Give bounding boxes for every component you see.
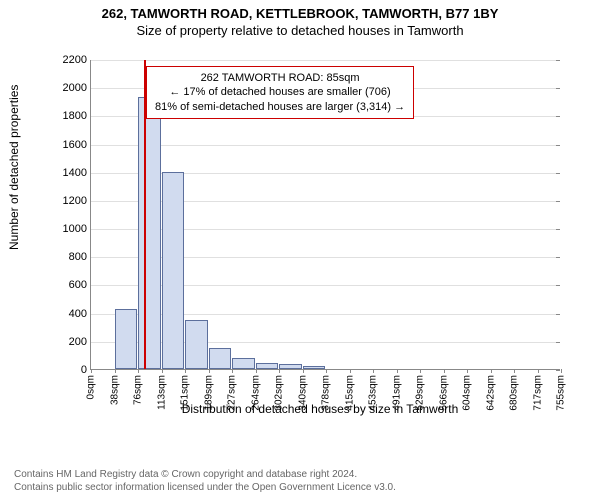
subtitle: Size of property relative to detached ho… [0,23,600,38]
x-tick-mark [514,369,515,373]
gridline [91,145,560,146]
y-tick-label: 2000 [63,82,87,94]
y-tick-label: 2200 [63,54,87,66]
x-tick-label: 76sqm [133,375,144,405]
y-tick-mark [556,60,560,61]
x-tick-mark [350,369,351,373]
callout-line3: 81% of semi-detached houses are larger (… [155,100,405,114]
x-tick-mark [256,369,257,373]
x-tick-mark [91,369,92,373]
histogram-bar [232,358,255,369]
y-tick-label: 800 [69,251,87,263]
footer-line2: Contains public sector information licen… [14,481,396,494]
y-tick-label: 1800 [63,110,87,122]
y-tick-label: 200 [69,336,87,348]
y-tick-mark [556,116,560,117]
x-tick-mark [232,369,233,373]
y-tick-mark [556,173,560,174]
x-tick-label: 38sqm [109,375,120,405]
histogram-bar [256,363,279,369]
x-tick-mark [444,369,445,373]
footer-attribution: Contains HM Land Registry data © Crown c… [14,468,396,494]
histogram-bar [138,97,161,369]
histogram-bar [162,172,185,369]
y-tick-mark [556,257,560,258]
chart-header: 262, TAMWORTH ROAD, KETTLEBROOK, TAMWORT… [0,0,600,38]
x-tick-mark [561,369,562,373]
x-tick-mark [420,369,421,373]
histogram-bar [303,366,326,369]
x-tick-mark [279,369,280,373]
histogram-bar [115,309,138,369]
y-tick-mark [556,201,560,202]
histogram-bar [279,364,302,369]
plot-region: 0200400600800100012001400160018002000220… [90,60,560,370]
y-tick-mark [556,314,560,315]
x-tick-label: 0sqm [86,375,97,399]
x-tick-mark [162,369,163,373]
x-tick-mark [397,369,398,373]
callout-line1: 262 TAMWORTH ROAD: 85sqm [155,71,405,85]
x-tick-mark [115,369,116,373]
x-tick-mark [373,369,374,373]
x-tick-mark [538,369,539,373]
y-tick-label: 1000 [63,223,87,235]
y-tick-mark [556,145,560,146]
y-axis-label: Number of detached properties [7,85,21,250]
y-tick-mark [556,342,560,343]
y-tick-label: 1200 [63,195,87,207]
callout-box: 262 TAMWORTH ROAD: 85sqm← 17% of detache… [146,66,414,119]
footer-line1: Contains HM Land Registry data © Crown c… [14,468,396,481]
histogram-bar [185,320,208,369]
callout-line2: ← 17% of detached houses are smaller (70… [155,85,405,99]
histogram-bar [209,348,232,369]
y-tick-mark [556,88,560,89]
x-tick-mark [209,369,210,373]
y-tick-label: 1400 [63,167,87,179]
y-tick-mark [556,229,560,230]
x-axis-label: Distribution of detached houses by size … [60,402,580,416]
gridline [91,60,560,61]
address-title: 262, TAMWORTH ROAD, KETTLEBROOK, TAMWORT… [0,6,600,21]
y-tick-label: 600 [69,279,87,291]
x-tick-mark [185,369,186,373]
x-tick-mark [303,369,304,373]
y-tick-mark [556,285,560,286]
x-tick-mark [326,369,327,373]
y-tick-label: 1600 [63,139,87,151]
y-tick-label: 400 [69,308,87,320]
x-tick-mark [467,369,468,373]
x-tick-mark [491,369,492,373]
x-tick-mark [138,369,139,373]
y-tick-mark [556,370,560,371]
chart-area: 0200400600800100012001400160018002000220… [60,50,580,420]
